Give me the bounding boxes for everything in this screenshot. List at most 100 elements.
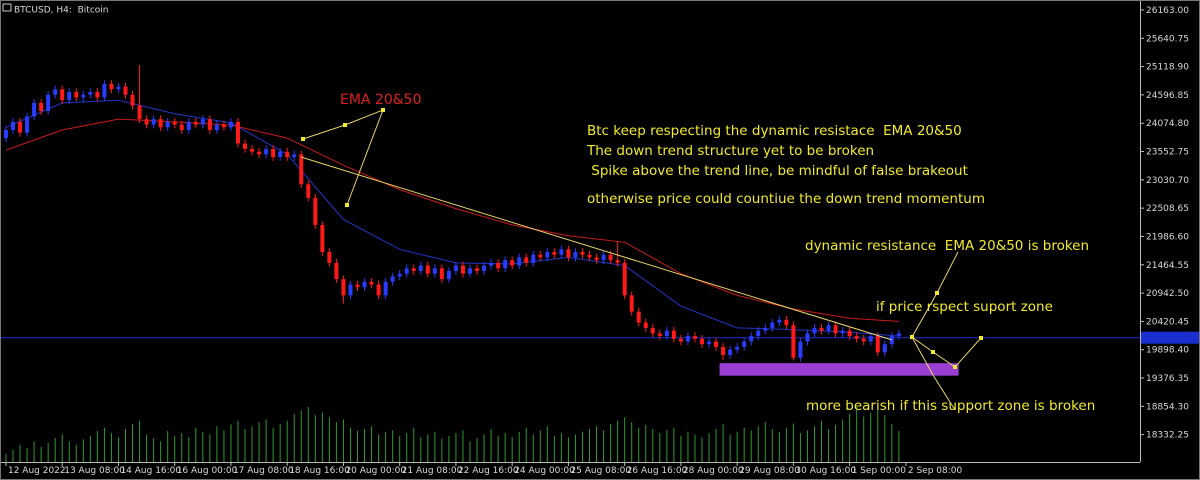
callout-point	[953, 365, 957, 369]
volume-bar	[757, 426, 759, 462]
volume-bar	[146, 434, 148, 462]
candle-body	[453, 265, 458, 271]
candle-body	[896, 333, 901, 337]
callout-point	[910, 335, 914, 339]
candle-body	[439, 268, 444, 280]
candle-body	[397, 273, 402, 277]
candle-body	[144, 119, 149, 125]
candle-body	[566, 249, 571, 258]
candle-body	[657, 333, 662, 337]
volume-bar	[778, 431, 780, 462]
annotation: dynamic resistance EMA 20&50 is broken	[805, 238, 1089, 254]
volume-bar	[413, 427, 415, 462]
volume-bar	[715, 429, 717, 462]
volume-bar	[771, 429, 773, 462]
volume-bar	[666, 430, 668, 462]
volume-bar	[511, 437, 513, 462]
volume-bar	[307, 407, 309, 462]
volume-bar	[54, 437, 56, 462]
candle-body	[777, 319, 782, 323]
volume-bar	[124, 429, 126, 462]
volume-bar	[476, 437, 478, 462]
callout-point	[345, 203, 349, 207]
volume-bar	[813, 426, 815, 462]
volume-bar	[378, 434, 380, 462]
y-tick-label: 25640.75	[1146, 34, 1189, 44]
candle-body	[763, 327, 768, 331]
candle-body	[608, 254, 613, 261]
volume-bar	[349, 427, 351, 462]
volume-bar	[701, 437, 703, 462]
candle-body	[109, 83, 114, 90]
candle-body	[531, 254, 536, 263]
candle-body	[489, 262, 494, 266]
callout	[911, 336, 956, 411]
volume-bar	[385, 431, 387, 462]
candle-body	[390, 276, 395, 282]
y-tick-label: 20942.50	[1146, 289, 1189, 299]
candle-body	[812, 327, 817, 334]
volume-bar	[743, 427, 745, 462]
volume-bar	[223, 430, 225, 462]
candle-body	[721, 346, 726, 356]
candle-body	[847, 330, 852, 337]
candle-body	[517, 257, 522, 266]
volume-bar	[230, 424, 232, 462]
volume-bar	[631, 422, 633, 462]
x-tick-label: 25 Aug 08:00	[570, 466, 631, 476]
candle-body	[707, 341, 712, 345]
x-tick-label: 13 Aug 08:00	[64, 466, 125, 476]
annotation: The down trend structure yet to be broke…	[586, 143, 874, 159]
volume-bar	[392, 430, 394, 462]
volume-bar	[504, 433, 506, 462]
volume-bar	[237, 420, 239, 462]
volume-bar	[581, 431, 583, 462]
candle-body	[306, 184, 311, 198]
volume-bar	[160, 441, 162, 462]
volume-bar	[265, 419, 267, 462]
volume-bar	[61, 434, 63, 462]
y-tick-label: 18854.30	[1146, 402, 1189, 412]
volume-bar	[153, 437, 155, 462]
candle-body	[313, 197, 318, 225]
candle-body	[503, 260, 508, 269]
volume-bar	[68, 441, 70, 462]
volume-bar	[842, 419, 844, 462]
candle-body	[418, 265, 423, 271]
candle-body	[404, 268, 409, 274]
candle-body	[833, 325, 838, 334]
candle-body	[11, 121, 16, 130]
volume-bar	[589, 429, 591, 462]
volume-bar	[624, 417, 626, 462]
y-tick-label: 19898.40	[1146, 346, 1189, 356]
volume-bar	[490, 429, 492, 462]
candle-body	[186, 121, 191, 130]
volume-bar	[652, 429, 654, 462]
volume-bar	[110, 433, 112, 462]
candle-body	[756, 330, 761, 337]
candle-body	[889, 336, 894, 345]
volume-bar	[806, 430, 808, 462]
volume-bar	[849, 413, 851, 462]
candle-body	[193, 121, 198, 125]
volume-bar	[722, 424, 724, 462]
volume-bar	[117, 437, 119, 462]
candle-body	[798, 341, 803, 358]
candle-body	[699, 338, 704, 345]
volume-bar	[680, 435, 682, 462]
volume-bar	[870, 412, 872, 462]
candle-body	[285, 151, 290, 158]
candle-body	[165, 121, 170, 128]
candle-body	[742, 341, 747, 347]
candle-body	[18, 121, 23, 133]
volume-bar	[216, 426, 218, 462]
x-tick-label: 22 Aug 16:00	[458, 466, 519, 476]
candle-body	[594, 257, 599, 261]
volume-bar	[673, 427, 675, 462]
volume-bar	[103, 427, 105, 462]
volume-bar	[244, 429, 246, 462]
candle-body	[341, 279, 346, 296]
volume-bar	[462, 430, 464, 462]
candle-body	[383, 281, 388, 296]
